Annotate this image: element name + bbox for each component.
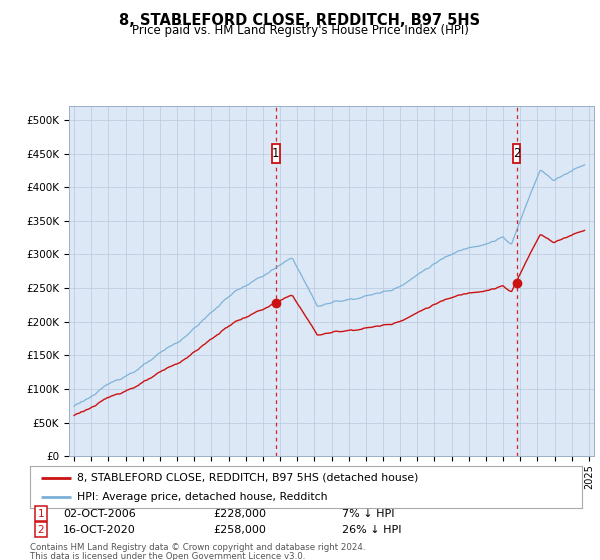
FancyBboxPatch shape: [513, 144, 520, 163]
Text: This data is licensed under the Open Government Licence v3.0.: This data is licensed under the Open Gov…: [30, 552, 305, 560]
Text: 8, STABLEFORD CLOSE, REDDITCH, B97 5HS (detached house): 8, STABLEFORD CLOSE, REDDITCH, B97 5HS (…: [77, 473, 418, 483]
Text: 1: 1: [272, 147, 280, 160]
FancyBboxPatch shape: [272, 144, 280, 163]
Text: £258,000: £258,000: [213, 525, 266, 535]
Text: Price paid vs. HM Land Registry's House Price Index (HPI): Price paid vs. HM Land Registry's House …: [131, 24, 469, 37]
Text: HPI: Average price, detached house, Redditch: HPI: Average price, detached house, Redd…: [77, 492, 328, 502]
Text: 7% ↓ HPI: 7% ↓ HPI: [342, 508, 395, 519]
Text: 2: 2: [37, 525, 44, 535]
Text: £228,000: £228,000: [213, 508, 266, 519]
Text: 26% ↓ HPI: 26% ↓ HPI: [342, 525, 401, 535]
Text: Contains HM Land Registry data © Crown copyright and database right 2024.: Contains HM Land Registry data © Crown c…: [30, 543, 365, 552]
Text: 02-OCT-2006: 02-OCT-2006: [63, 508, 136, 519]
Text: 2: 2: [513, 147, 520, 160]
Text: 8, STABLEFORD CLOSE, REDDITCH, B97 5HS: 8, STABLEFORD CLOSE, REDDITCH, B97 5HS: [119, 13, 481, 29]
Text: 16-OCT-2020: 16-OCT-2020: [63, 525, 136, 535]
Text: 1: 1: [37, 508, 44, 519]
